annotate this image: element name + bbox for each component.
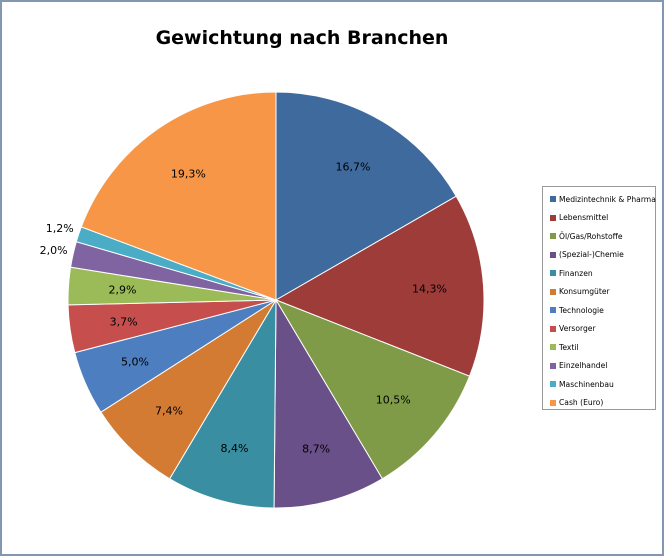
legend-swatch <box>550 399 556 406</box>
legend-label: Versorger <box>559 324 596 334</box>
legend-label: Textil <box>559 342 579 352</box>
legend-item-1: Medizintechnik & Pharma <box>550 190 656 209</box>
slice-value-label-10: 2,0% <box>40 244 68 257</box>
chart-legend: Medizintechnik & Pharma Lebensmittel Öl/Ga… <box>542 186 656 410</box>
slice-value-label-8: 3,7% <box>110 315 138 328</box>
legend-swatch <box>550 307 556 314</box>
legend-label: Medizintechnik & Pharma <box>559 194 656 204</box>
slice-value-label-11: 1,2% <box>46 222 74 235</box>
slice-value-label-4: 8,7% <box>302 443 330 456</box>
legend-item-2: Lebensmittel <box>550 209 655 228</box>
legend-item-12: Cash (Euro) <box>550 394 655 413</box>
legend-item-6: Konsumgüter <box>550 283 655 302</box>
legend-swatch <box>550 196 556 203</box>
legend-item-9: Textil <box>550 338 655 357</box>
slice-value-label-9: 2,9% <box>108 284 136 297</box>
slice-value-label-6: 7,4% <box>155 405 183 418</box>
legend-label: Finanzen <box>559 268 593 278</box>
legend-item-4: (Spezial-)Chemie <box>550 246 655 265</box>
legend-item-5: Finanzen <box>550 264 655 283</box>
pie-slice-2 <box>274 195 485 377</box>
slice-value-label-12: 19,3% <box>171 167 206 180</box>
slice-value-label-2: 14,3% <box>412 283 447 296</box>
legend-swatch <box>550 325 556 332</box>
slice-value-label-5: 8,4% <box>221 442 249 455</box>
legend-swatch <box>550 214 556 221</box>
legend-label: (Spezial-)Chemie <box>559 250 624 260</box>
pie-slice-3 <box>274 298 471 480</box>
legend-item-7: Technologie <box>550 301 655 320</box>
legend-swatch <box>550 251 556 258</box>
legend-label: Lebensmittel <box>559 213 609 223</box>
legend-swatch <box>550 362 556 369</box>
chart-title: Gewichtung nach Branchen <box>155 27 449 49</box>
legend-item-8: Versorger <box>550 320 655 339</box>
legend-label: Technologie <box>559 305 604 315</box>
slice-value-label-3: 10,5% <box>376 394 411 407</box>
legend-label: Konsumgüter <box>559 287 610 297</box>
legend-swatch <box>550 270 556 277</box>
legend-swatch <box>550 381 556 388</box>
legend-item-10: Einzelhandel <box>550 357 655 376</box>
legend-label: Einzelhandel <box>559 361 608 371</box>
legend-item-3: Öl/Gas/Rohstoffe <box>550 227 655 246</box>
pie-slice-5 <box>168 298 277 509</box>
legend-item-11: Maschinenbau <box>550 375 655 394</box>
legend-label: Cash (Euro) <box>559 398 604 408</box>
legend-swatch <box>550 233 556 240</box>
legend-swatch <box>550 288 556 295</box>
legend-label: Öl/Gas/Rohstoffe <box>559 231 623 241</box>
pie-slice-4 <box>273 298 384 509</box>
pie-slice-12 <box>80 91 277 301</box>
slice-value-label-1: 16,7% <box>336 161 371 174</box>
pie-slice-6 <box>100 299 277 480</box>
legend-swatch <box>550 344 556 351</box>
slice-value-label-7: 5,0% <box>121 356 149 369</box>
legend-label: Maschinenbau <box>559 379 614 389</box>
pie-slice-1 <box>275 91 457 301</box>
